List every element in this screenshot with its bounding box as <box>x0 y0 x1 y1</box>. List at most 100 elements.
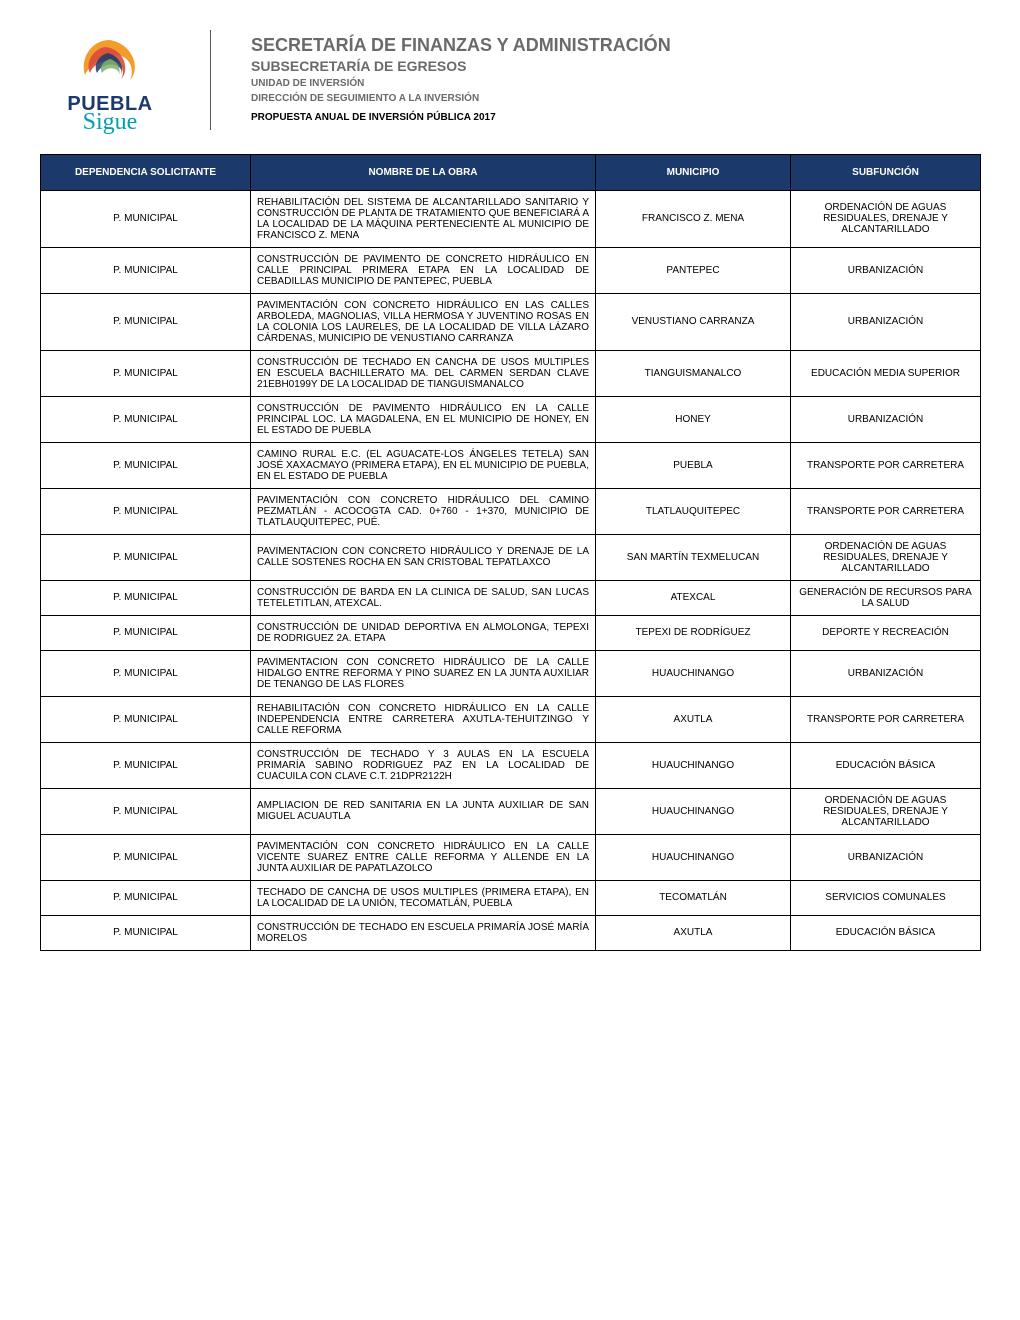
col-header-dependencia: DEPENDENCIA SOLICITANTE <box>41 154 251 190</box>
cell-municipio: TEPEXI DE RODRÍGUEZ <box>596 615 791 650</box>
cell-municipio: VENUSTIANO CARRANZA <box>596 293 791 350</box>
cell-subfuncion: EDUCACIÓN MEDIA SUPERIOR <box>791 350 981 396</box>
investment-table: DEPENDENCIA SOLICITANTE NOMBRE DE LA OBR… <box>40 154 981 951</box>
cell-subfuncion: TRANSPORTE POR CARRETERA <box>791 442 981 488</box>
cell-obra: CONSTRUCCIÓN DE TECHADO Y 3 AULAS EN LA … <box>251 742 596 788</box>
cell-dependencia: P. MUNICIPAL <box>41 742 251 788</box>
cell-subfuncion: URBANIZACIÓN <box>791 650 981 696</box>
cell-obra: CAMINO RURAL E.C. (EL AGUACATE-LOS ÁNGEL… <box>251 442 596 488</box>
cell-dependencia: P. MUNICIPAL <box>41 190 251 247</box>
cell-municipio: FRANCISCO Z. MENA <box>596 190 791 247</box>
cell-obra: PAVIMENTACION CON CONCRETO HIDRÁULICO DE… <box>251 650 596 696</box>
cell-subfuncion: ORDENACIÓN DE AGUAS RESIDUALES, DRENAJE … <box>791 788 981 834</box>
cell-municipio: HUAUCHINANGO <box>596 834 791 880</box>
table-row: P. MUNICIPALPAVIMENTACIÓN CON CONCRETO H… <box>41 834 981 880</box>
cell-dependencia: P. MUNICIPAL <box>41 880 251 915</box>
table-row: P. MUNICIPALCONSTRUCCIÓN DE BARDA EN LA … <box>41 580 981 615</box>
cell-municipio: AXUTLA <box>596 915 791 950</box>
cell-municipio: TLATLAUQUITEPEC <box>596 488 791 534</box>
cell-dependencia: P. MUNICIPAL <box>41 580 251 615</box>
cell-municipio: HUAUCHINANGO <box>596 650 791 696</box>
cell-dependencia: P. MUNICIPAL <box>41 442 251 488</box>
cell-municipio: AXUTLA <box>596 696 791 742</box>
cell-municipio: ATEXCAL <box>596 580 791 615</box>
cell-dependencia: P. MUNICIPAL <box>41 834 251 880</box>
cell-municipio: SAN MARTÍN TEXMELUCAN <box>596 534 791 580</box>
table-row: P. MUNICIPALCONSTRUCCIÓN DE TECHADO EN E… <box>41 915 981 950</box>
cell-obra: PAVIMENTACIÓN CON CONCRETO HIDRÁULICO EN… <box>251 834 596 880</box>
cell-municipio: TIANGUISMANALCO <box>596 350 791 396</box>
cell-municipio: PANTEPEC <box>596 247 791 293</box>
cell-dependencia: P. MUNICIPAL <box>41 696 251 742</box>
cell-obra: TECHADO DE CANCHA DE USOS MULTIPLES (PRI… <box>251 880 596 915</box>
table-row: P. MUNICIPALPAVIMENTACION CON CONCRETO H… <box>41 650 981 696</box>
cell-subfuncion: TRANSPORTE POR CARRETERA <box>791 696 981 742</box>
table-row: P. MUNICIPALPAVIMENTACIÓN CON CONCRETO H… <box>41 488 981 534</box>
table-row: P. MUNICIPALCONSTRUCCIÓN DE UNIDAD DEPOR… <box>41 615 981 650</box>
cell-subfuncion: TRANSPORTE POR CARRETERA <box>791 488 981 534</box>
table-row: P. MUNICIPALCONSTRUCCIÓN DE TECHADO Y 3 … <box>41 742 981 788</box>
logo-text-sigue: Sigue <box>83 112 138 134</box>
cell-obra: CONSTRUCCIÓN DE PAVIMENTO DE CONCRETO HI… <box>251 247 596 293</box>
cell-subfuncion: URBANIZACIÓN <box>791 834 981 880</box>
cell-subfuncion: SERVICIOS COMUNALES <box>791 880 981 915</box>
logo-divider <box>210 30 211 130</box>
table-row: P. MUNICIPALCONSTRUCCIÓN DE TECHADO EN C… <box>41 350 981 396</box>
table-row: P. MUNICIPALCONSTRUCCIÓN DE PAVIMENTO HI… <box>41 396 981 442</box>
col-header-municipio: MUNICIPIO <box>596 154 791 190</box>
cell-subfuncion: EDUCACIÓN BÁSICA <box>791 915 981 950</box>
cell-obra: CONSTRUCCIÓN DE TECHADO EN CANCHA DE USO… <box>251 350 596 396</box>
cell-municipio: TECOMATLÁN <box>596 880 791 915</box>
table-row: P. MUNICIPALPAVIMENTACION CON CONCRETO H… <box>41 534 981 580</box>
header-text-block: SECRETARÍA DE FINANZAS Y ADMINISTRACIÓN … <box>251 30 671 123</box>
cell-dependencia: P. MUNICIPAL <box>41 534 251 580</box>
header-unit: UNIDAD DE INVERSIÓN <box>251 78 671 89</box>
table-row: P. MUNICIPALCAMINO RURAL E.C. (EL AGUACA… <box>41 442 981 488</box>
cell-obra: PAVIMENTACIÓN CON CONCRETO HIDRÁULICO EN… <box>251 293 596 350</box>
table-header-row: DEPENDENCIA SOLICITANTE NOMBRE DE LA OBR… <box>41 154 981 190</box>
cell-subfuncion: EDUCACIÓN BÁSICA <box>791 742 981 788</box>
cell-subfuncion: ORDENACIÓN DE AGUAS RESIDUALES, DRENAJE … <box>791 190 981 247</box>
cell-subfuncion: GENERACIÓN DE RECURSOS PARA LA SALUD <box>791 580 981 615</box>
cell-municipio: HUAUCHINANGO <box>596 788 791 834</box>
cell-municipio: HONEY <box>596 396 791 442</box>
logo-swirl-icon <box>75 35 145 90</box>
cell-dependencia: P. MUNICIPAL <box>41 350 251 396</box>
cell-dependencia: P. MUNICIPAL <box>41 915 251 950</box>
cell-dependencia: P. MUNICIPAL <box>41 488 251 534</box>
cell-obra: AMPLIACION DE RED SANITARIA EN LA JUNTA … <box>251 788 596 834</box>
page-header: PUEBLA Sigue SECRETARÍA DE FINANZAS Y AD… <box>40 30 980 134</box>
cell-dependencia: P. MUNICIPAL <box>41 788 251 834</box>
cell-obra: CONSTRUCCIÓN DE BARDA EN LA CLINICA DE S… <box>251 580 596 615</box>
cell-obra: PAVIMENTACIÓN CON CONCRETO HIDRÁULICO DE… <box>251 488 596 534</box>
table-row: P. MUNICIPALAMPLIACION DE RED SANITARIA … <box>41 788 981 834</box>
cell-municipio: PUEBLA <box>596 442 791 488</box>
cell-subfuncion: URBANIZACIÓN <box>791 293 981 350</box>
cell-obra: REHABILITACIÓN DEL SISTEMA DE ALCANTARIL… <box>251 190 596 247</box>
cell-obra: PAVIMENTACION CON CONCRETO HIDRÁULICO Y … <box>251 534 596 580</box>
table-row: P. MUNICIPALPAVIMENTACIÓN CON CONCRETO H… <box>41 293 981 350</box>
cell-dependencia: P. MUNICIPAL <box>41 247 251 293</box>
table-body: P. MUNICIPALREHABILITACIÓN DEL SISTEMA D… <box>41 190 981 950</box>
cell-obra: CONSTRUCCIÓN DE PAVIMENTO HIDRÁULICO EN … <box>251 396 596 442</box>
header-proposal: PROPUESTA ANUAL DE INVERSIÓN PÚBLICA 201… <box>251 112 671 123</box>
col-header-obra: NOMBRE DE LA OBRA <box>251 154 596 190</box>
table-row: P. MUNICIPALCONSTRUCCIÓN DE PAVIMENTO DE… <box>41 247 981 293</box>
logo-block: PUEBLA Sigue <box>40 30 180 134</box>
table-row: P. MUNICIPALTECHADO DE CANCHA DE USOS MU… <box>41 880 981 915</box>
cell-subfuncion: URBANIZACIÓN <box>791 247 981 293</box>
table-row: P. MUNICIPALREHABILITACIÓN CON CONCRETO … <box>41 696 981 742</box>
cell-municipio: HUAUCHINANGO <box>596 742 791 788</box>
cell-obra: REHABILITACIÓN CON CONCRETO HIDRÁULICO E… <box>251 696 596 742</box>
header-title: SECRETARÍA DE FINANZAS Y ADMINISTRACIÓN <box>251 35 671 56</box>
cell-dependencia: P. MUNICIPAL <box>41 293 251 350</box>
cell-dependencia: P. MUNICIPAL <box>41 396 251 442</box>
cell-obra: CONSTRUCCIÓN DE TECHADO EN ESCUELA PRIMA… <box>251 915 596 950</box>
col-header-subfuncion: SUBFUNCIÓN <box>791 154 981 190</box>
header-direction: DIRECCIÓN DE SEGUIMIENTO A LA INVERSIÓN <box>251 93 671 104</box>
cell-subfuncion: URBANIZACIÓN <box>791 396 981 442</box>
cell-obra: CONSTRUCCIÓN DE UNIDAD DEPORTIVA EN ALMO… <box>251 615 596 650</box>
header-subtitle: SUBSECRETARÍA DE EGRESOS <box>251 58 671 74</box>
cell-subfuncion: ORDENACIÓN DE AGUAS RESIDUALES, DRENAJE … <box>791 534 981 580</box>
cell-dependencia: P. MUNICIPAL <box>41 650 251 696</box>
